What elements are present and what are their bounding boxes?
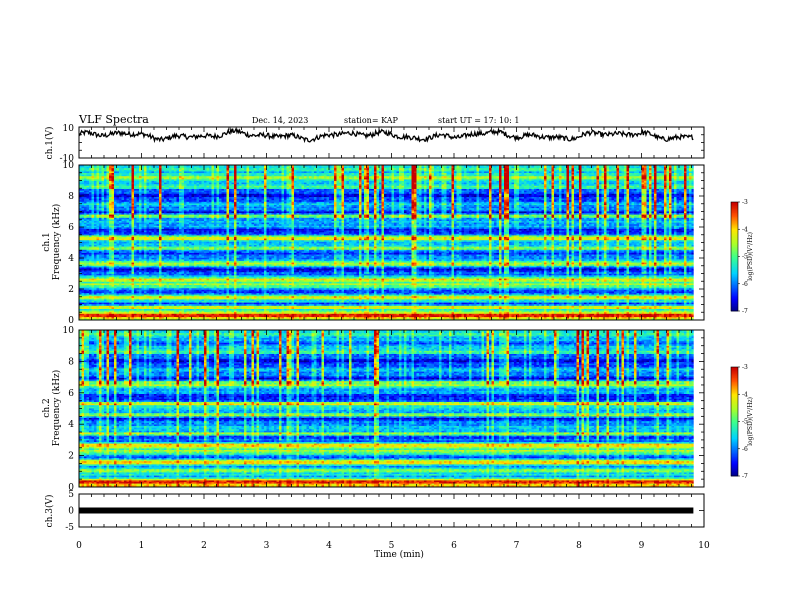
- ch1-waveform-panel: 10 -10 ch.1(V): [44, 124, 704, 164]
- vlf-spectra-figure: VLF Spectra Dec. 14, 2023 station= KAP s…: [0, 0, 792, 612]
- station-label: station= KAP: [344, 116, 399, 125]
- ch1-ticks: [79, 127, 704, 158]
- ch1-spectrogram-image: [79, 165, 694, 320]
- figure-title: VLF Spectra: [78, 113, 149, 126]
- ch1-ytick-top: 10: [63, 124, 75, 134]
- ch1-waveform-line: [79, 129, 693, 142]
- ch1-ylabel: ch.1(V): [44, 127, 55, 160]
- start-time-label: start UT = 17: 10: 1: [438, 116, 519, 125]
- date-label: Dec. 14, 2023: [252, 116, 308, 125]
